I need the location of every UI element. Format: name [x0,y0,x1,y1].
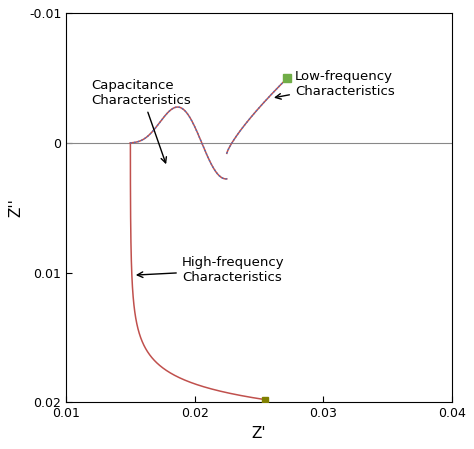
Text: Capacitance
Characteristics: Capacitance Characteristics [91,79,191,163]
Text: Low-frequency
Characteristics: Low-frequency Characteristics [275,70,395,99]
Text: High-frequency
Characteristics: High-frequency Characteristics [137,256,284,284]
Y-axis label: Z'': Z'' [9,198,23,217]
X-axis label: Z': Z' [252,426,266,440]
